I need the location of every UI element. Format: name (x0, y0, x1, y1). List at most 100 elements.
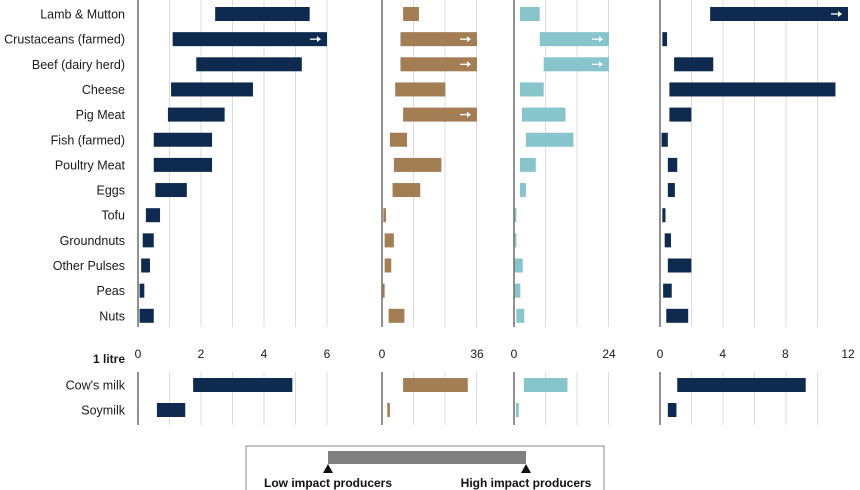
range-bar (400, 32, 477, 47)
category-label: Cheese (82, 83, 125, 97)
tick-label: 4 (719, 347, 726, 361)
legend-high-label: High impact producers (461, 476, 592, 490)
category-label: Poultry Meat (55, 158, 126, 172)
tick-label: 4 (261, 347, 268, 361)
milk-category-label: Cow's milk (66, 379, 126, 393)
range-bar (667, 258, 692, 273)
range-bar (661, 132, 668, 147)
tick-label: 2 (198, 347, 205, 361)
tick-label: 8 (782, 347, 789, 361)
milk-range-bar (667, 403, 677, 417)
range-bar (514, 258, 523, 273)
range-bar (710, 7, 848, 21)
category-label: Crustaceans (farmed) (4, 33, 125, 47)
tick-label: 0 (511, 347, 518, 361)
range-bar (516, 308, 525, 323)
legend-range-bar (328, 451, 526, 464)
range-bar (666, 308, 689, 323)
range-bar (383, 208, 386, 223)
range-bar (514, 208, 517, 223)
tick-label: 12 (841, 347, 855, 361)
truncation-arrow-head (838, 11, 842, 17)
range-bar (393, 157, 442, 172)
range-bar (667, 157, 678, 172)
range-bar (519, 7, 540, 21)
tick-label: 24 (602, 347, 616, 361)
category-label: Eggs (97, 184, 126, 198)
range-bar (403, 7, 419, 21)
range-bar (514, 283, 521, 298)
range-bar (519, 82, 544, 97)
tick-label: 0 (379, 347, 386, 361)
range-bar (674, 57, 714, 72)
range-bar (139, 283, 145, 298)
legend-low-marker (323, 464, 333, 473)
tick-label: 0 (135, 347, 142, 361)
tick-label: 36 (470, 347, 484, 361)
range-bar (171, 82, 253, 97)
truncation-arrow-head (467, 111, 471, 118)
legend-high-marker (521, 464, 531, 473)
range-bar (664, 233, 671, 248)
legend-low-label: Low impact producers (264, 476, 392, 490)
range-bar (403, 107, 477, 122)
range-bar (142, 233, 154, 248)
milk-range-bar (523, 378, 568, 392)
range-bar (145, 208, 161, 223)
range-bars (139, 7, 848, 417)
range-bar (172, 32, 327, 47)
truncation-arrow-head (467, 36, 471, 43)
legend: Low impact producers High impact produce… (245, 445, 605, 490)
milk-range-bar (193, 378, 293, 392)
milk-range-bar (403, 378, 468, 392)
range-bar (519, 183, 526, 198)
milk-range-bar (515, 403, 519, 417)
range-bar (667, 183, 675, 198)
category-label: Lamb & Mutton (40, 8, 125, 22)
milk-range-bar (387, 403, 390, 417)
range-bar (153, 157, 213, 172)
range-bar (519, 157, 536, 172)
tick-labels: 0 2 4 6 0 36 0 24 0 4 8 12 (135, 347, 855, 361)
range-bar (384, 233, 394, 248)
panel-axes (137, 0, 661, 425)
range-bar (400, 57, 477, 72)
category-label: Nuts (99, 309, 125, 323)
range-bar (141, 258, 150, 273)
range-bar (543, 57, 609, 72)
range-bar (388, 308, 405, 323)
range-bar (662, 208, 666, 223)
range-bar (521, 107, 566, 122)
milk-category-label: Soymilk (81, 404, 126, 418)
range-bar (669, 82, 836, 97)
truncation-arrow-head (599, 61, 603, 68)
range-bar (384, 258, 392, 273)
range-bar (539, 32, 609, 47)
range-bar (215, 7, 310, 21)
range-bar (155, 183, 187, 198)
truncation-arrow-head (599, 36, 603, 43)
category-label: Peas (97, 284, 126, 298)
range-bar (139, 308, 154, 323)
tick-label: 6 (324, 347, 331, 361)
milk-range-bar (156, 403, 186, 417)
range-bar (525, 132, 574, 147)
range-bar (389, 132, 408, 147)
range-bar (662, 32, 668, 47)
range-bar (514, 233, 517, 248)
range-bar (153, 132, 213, 147)
category-label: Fish (farmed) (51, 133, 125, 147)
range-bar (663, 283, 672, 298)
milk-unit-label: 1 litre (93, 352, 125, 366)
range-bar (382, 283, 385, 298)
category-label: Pig Meat (76, 108, 126, 122)
truncation-arrow-head (467, 61, 471, 68)
category-label: Groundnuts (60, 234, 125, 248)
category-label: Tofu (101, 209, 125, 223)
category-label: Other Pulses (53, 259, 125, 273)
range-bar (167, 107, 225, 122)
range-bar (669, 107, 692, 122)
truncation-arrow-head (317, 36, 321, 43)
category-labels: Lamb & Mutton Crustaceans (farmed) Beef (d… (4, 8, 126, 418)
